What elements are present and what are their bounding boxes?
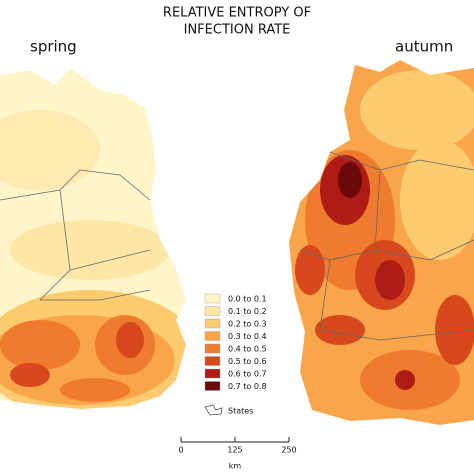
scale-tick-label: 250 — [281, 446, 296, 455]
legend-label: 0.0 to 0.1 — [228, 295, 267, 304]
legend-label: 0.7 to 0.8 — [228, 382, 267, 391]
title-line: INFECTION RATE — [184, 23, 291, 38]
legend-label: 0.6 to 0.7 — [228, 370, 267, 379]
legend-label: 0.1 to 0.2 — [228, 307, 267, 316]
legend-label: 0.3 to 0.4 — [228, 332, 267, 341]
map-spring — [0, 68, 186, 409]
map-autumn — [289, 60, 474, 425]
scale-tick-label: 0 — [178, 446, 183, 455]
legend-swatch — [204, 318, 221, 329]
map-label: spring — [30, 38, 77, 56]
legend-swatch — [204, 306, 221, 316]
legend-label: 0.2 to 0.3 — [228, 320, 267, 329]
legend-swatch — [204, 343, 221, 354]
legend-label: 0.4 to 0.5 — [228, 345, 267, 354]
legend-label: 0.5 to 0.6 — [228, 357, 267, 366]
legend-swatch — [204, 368, 221, 379]
scale-tick-label: 125 — [227, 446, 242, 455]
legend-swatch — [204, 381, 221, 391]
legend-swatch — [204, 331, 221, 341]
legend-swatch — [204, 356, 221, 366]
legend-swatch — [204, 293, 221, 304]
legend-label: States — [228, 407, 253, 416]
scale-bar: 0 125 250 — [178, 437, 297, 455]
map-label: autumn — [395, 38, 453, 56]
scale-unit: km — [229, 462, 242, 471]
title-line: RELATIVE ENTROPY OF — [163, 6, 311, 21]
legend: 0.0 to 0.1 0.1 to 0.2 0.2 to 0.3 0.3 to 0.4… — [204, 293, 267, 391]
states-icon — [204, 404, 223, 416]
